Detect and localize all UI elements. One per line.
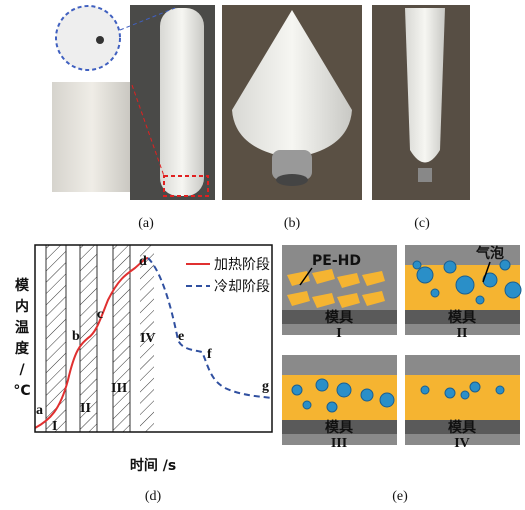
- panel-label: (c): [414, 216, 430, 231]
- mold-label: 模具: [325, 309, 353, 326]
- stage-label: IV: [454, 436, 470, 451]
- stage-label: I: [52, 419, 57, 434]
- figure: (a) (b) (c) 模 内 温 度 / °C 时间 /s 加热阶段 冷却阶段…: [0, 0, 525, 510]
- bubble: [461, 391, 469, 399]
- polymer-layer: [282, 375, 397, 420]
- y-label: 度: [15, 340, 30, 357]
- bubble: [445, 388, 455, 398]
- bubble: [316, 379, 328, 391]
- bubble: [444, 261, 456, 273]
- x-label: 时间 /s: [130, 457, 176, 474]
- panel-label: (b): [284, 216, 301, 231]
- stage-label: I: [336, 326, 341, 341]
- stage-label: III: [111, 381, 127, 396]
- bubble: [337, 383, 351, 397]
- annotation: 气泡: [475, 245, 504, 262]
- bubble: [456, 276, 474, 294]
- y-label: /: [19, 362, 25, 378]
- stage-label: IV: [140, 331, 156, 346]
- point-label: g: [262, 379, 269, 394]
- panel-label: (e): [392, 489, 408, 504]
- bubble: [380, 393, 394, 407]
- y-label: 温: [15, 320, 29, 336]
- bubble: [476, 296, 484, 304]
- photo-b: [222, 5, 362, 200]
- bubble: [361, 389, 373, 401]
- bubble: [470, 382, 480, 392]
- mold-label: 模具: [448, 419, 476, 436]
- bubble: [303, 401, 311, 409]
- point-label: b: [72, 329, 80, 344]
- legend-entry: 加热阶段: [214, 257, 270, 273]
- bubble: [417, 267, 433, 283]
- stage-label: II: [80, 401, 91, 416]
- bubble: [431, 289, 439, 297]
- point-label: a: [36, 403, 43, 418]
- legend-entry: 冷却阶段: [214, 279, 270, 295]
- y-label: 模: [15, 277, 30, 294]
- bubble: [327, 402, 337, 412]
- point-label: f: [207, 347, 212, 362]
- annotation: PE-HD: [312, 253, 361, 269]
- stage-label: II: [457, 326, 468, 341]
- stage-label: III: [331, 436, 347, 451]
- bubble: [496, 386, 504, 394]
- point-label: d: [139, 254, 147, 269]
- mold-label: 模具: [325, 419, 353, 436]
- y-label: °C: [13, 383, 30, 399]
- bubble: [421, 386, 429, 394]
- bubble: [292, 385, 302, 395]
- point-label: e: [178, 329, 184, 344]
- photo-c: [372, 5, 470, 200]
- bubble: [413, 261, 421, 269]
- y-label: 内: [15, 298, 29, 315]
- panel-label: (d): [145, 489, 162, 504]
- photo-a: [52, 5, 215, 200]
- bubble: [505, 282, 521, 298]
- point-label: c: [97, 307, 103, 322]
- mold-label: 模具: [448, 309, 476, 326]
- panel-label: (a): [138, 216, 154, 231]
